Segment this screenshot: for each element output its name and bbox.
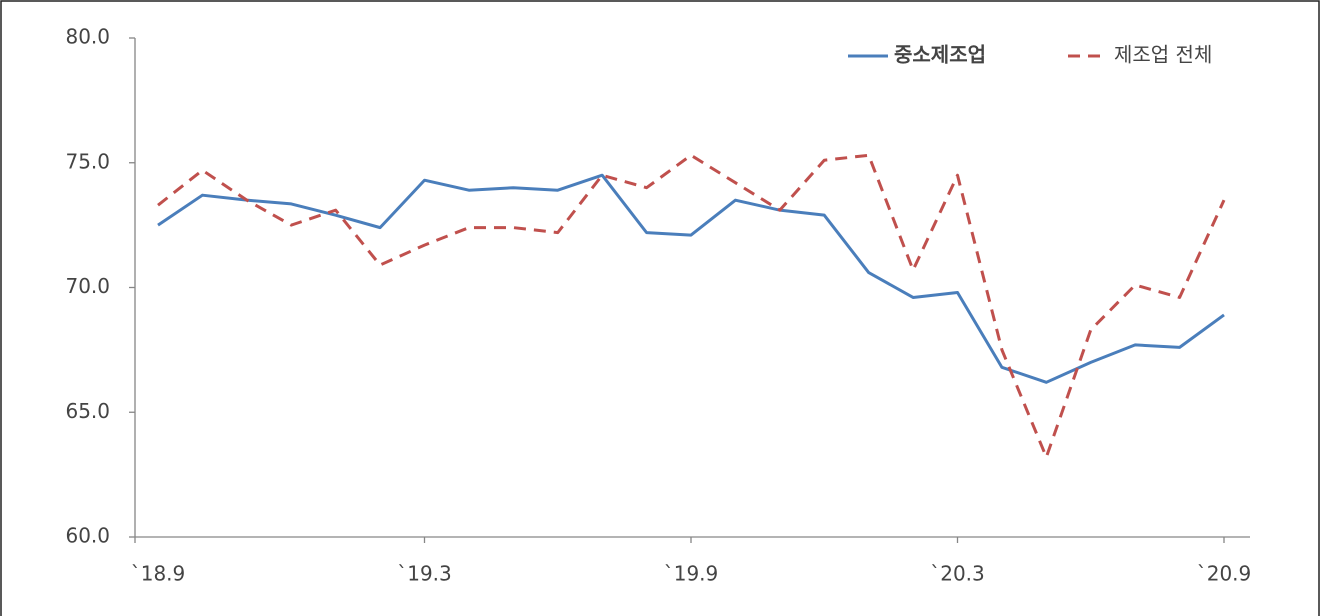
x-tick-label: `20.3 bbox=[930, 562, 985, 586]
x-tick-label: `19.9 bbox=[664, 562, 719, 586]
series-line bbox=[157, 153, 1226, 459]
y-tick-label: 65.0 bbox=[65, 399, 110, 423]
x-tick-label: `18.9 bbox=[131, 562, 186, 586]
x-tick-label: `19.3 bbox=[397, 562, 452, 586]
y-tick-label: 60.0 bbox=[65, 524, 110, 548]
y-tick-label: 75.0 bbox=[65, 149, 110, 173]
legend-label: 제조업 전체 bbox=[1114, 43, 1212, 67]
series-line bbox=[157, 173, 1225, 384]
y-tick-label: 80.0 bbox=[65, 25, 110, 49]
x-tick-label: `20.9 bbox=[1197, 562, 1252, 586]
legend-label: 중소제조업 bbox=[894, 43, 986, 67]
y-tick-label: 70.0 bbox=[65, 274, 110, 298]
